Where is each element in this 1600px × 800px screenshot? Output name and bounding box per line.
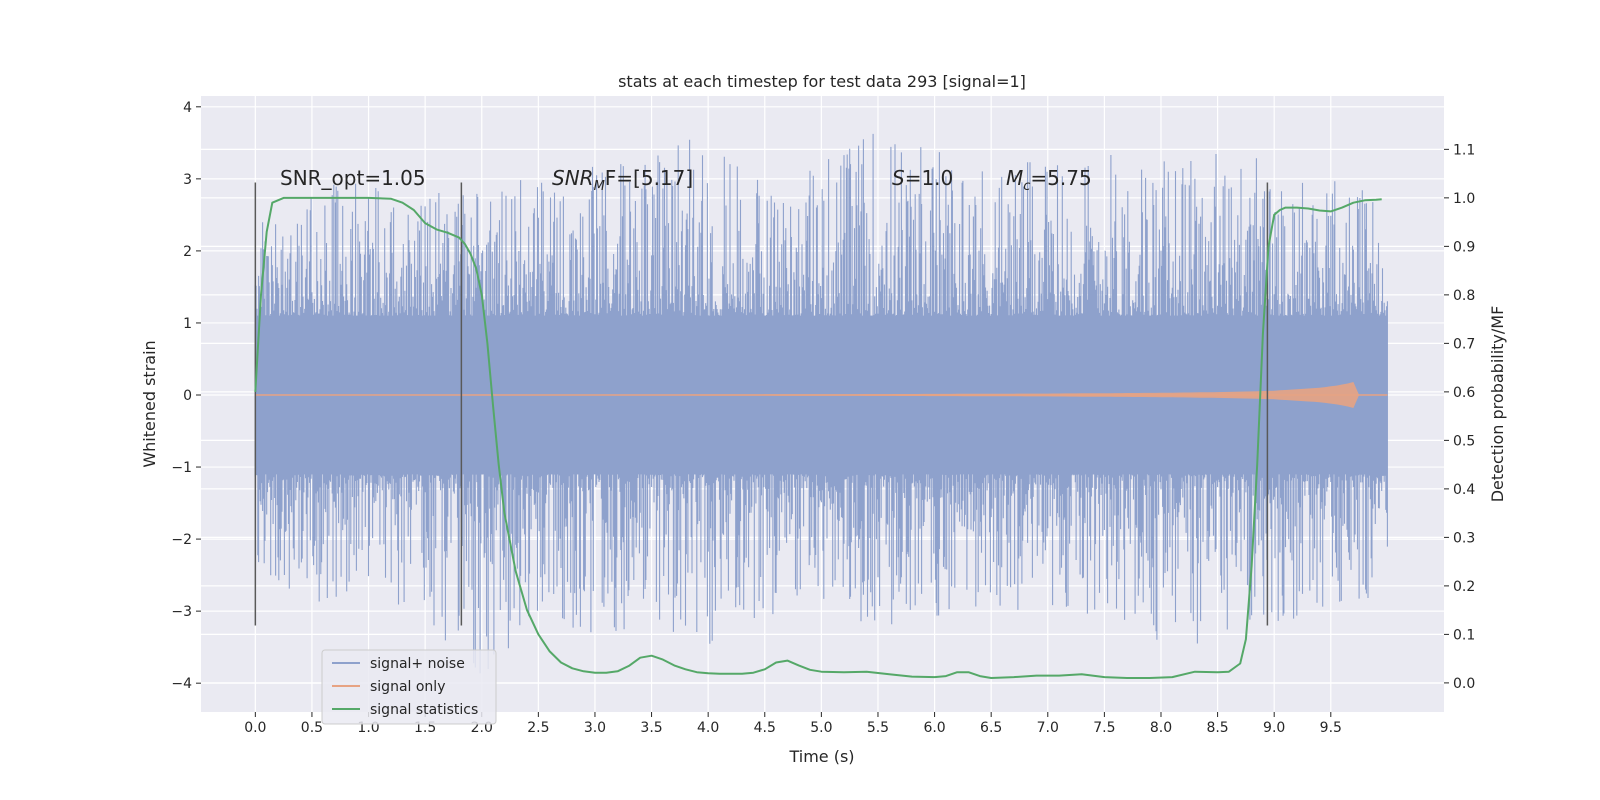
y2-tick-label-3: 0.3: [1453, 530, 1475, 546]
x-tick-label-12: 6.0: [923, 720, 945, 736]
x-tick-label-11: 5.5: [867, 720, 889, 736]
x-tick-label-7: 3.5: [640, 720, 662, 736]
x-tick-label-15: 7.5: [1093, 720, 1115, 736]
x-axis-label: Time (s): [788, 747, 854, 766]
statistics-series: [254, 196, 1382, 679]
y2-tick-label-11: 1.1: [1453, 142, 1475, 158]
signal-layer: [255, 382, 1388, 408]
y2-tick-label-1: 0.1: [1453, 627, 1475, 643]
annotation-s-rest: =1.0: [905, 166, 954, 190]
x-tick-label-8: 4.0: [697, 720, 719, 736]
x-tick-label-0: 0.0: [244, 720, 266, 736]
x-tick-label-19: 9.5: [1320, 720, 1342, 736]
y2-tick-label-4: 0.4: [1453, 482, 1475, 498]
annotation-s: S=1.0: [892, 166, 953, 190]
x-tick-label-14: 7.0: [1037, 720, 1059, 736]
x-axis: 0.0 0.5 1.0 1.5 2.0 2.5 3.0 3.5 4.0 4.5 5.0 5.5 6.0 6…: [244, 712, 1342, 736]
y-tick-label-0: −4: [171, 676, 192, 692]
x-tick-label-6: 3.0: [584, 720, 606, 736]
y-tick-label-2: −2: [171, 532, 192, 548]
x-tick-label-9: 4.5: [754, 720, 776, 736]
plot-area-group: [201, 96, 1444, 712]
y2-tick-label-10: 1.0: [1453, 191, 1475, 207]
legend-label-signal: signal only: [370, 679, 445, 695]
legend-box: [321, 649, 497, 725]
annotation-mc: Mc=5.75: [1006, 166, 1092, 194]
y2-tick-label-8: 0.8: [1453, 288, 1475, 304]
y-axis-right: 0.0 0.1 0.2 0.3 0.4 0.5 0.6 0.7 0.8 0.9 1.0 1.1: [1444, 142, 1475, 692]
x-tick-label-17: 8.5: [1206, 720, 1228, 736]
y2-tick-label-7: 0.7: [1453, 336, 1475, 352]
x-tick-label-13: 6.5: [980, 720, 1002, 736]
y2-tick-label-6: 0.6: [1453, 385, 1475, 401]
signal-series: [255, 382, 1388, 408]
x-tick-label-10: 5.0: [810, 720, 832, 736]
legend-label-noise: signal+ noise: [370, 656, 465, 672]
y-tick-label-4: 0: [183, 388, 192, 404]
y-tick-label-8: 4: [183, 100, 192, 116]
annotation-mc-sub: c: [1023, 179, 1030, 194]
y2-tick-label-0: 0.0: [1453, 676, 1475, 692]
annotation-s-main: S: [892, 166, 905, 190]
x-tick-label-1: 0.5: [301, 720, 323, 736]
y-axis-label: Whitened strain: [140, 340, 159, 467]
legend-label-statistics: signal statistics: [370, 702, 478, 718]
annotation-snr-mf-rest: F=[5.17]: [605, 166, 693, 190]
legend: signal+ noise signal only signal statist…: [321, 649, 497, 725]
annotation-mc-main: M: [1006, 166, 1023, 190]
y-tick-label-7: 3: [183, 172, 192, 188]
y-axis-left: −4 −3 −2 −1 0 1 2 3 4: [171, 100, 201, 692]
y2-tick-label-5: 0.5: [1453, 433, 1475, 449]
y2-tick-label-2: 0.2: [1453, 579, 1475, 595]
y-tick-label-3: −1: [171, 460, 192, 476]
y-tick-label-6: 2: [183, 244, 192, 260]
y2-tick-label-9: 0.9: [1453, 239, 1475, 255]
annotation-snr-mf-sub: M: [594, 179, 605, 194]
y-tick-label-5: 1: [183, 316, 192, 332]
x-tick-label-5: 2.5: [527, 720, 549, 736]
y-tick-label-1: −3: [171, 604, 192, 620]
annotation-snr-mf-main: SNR: [552, 166, 594, 190]
annotation-snr-opt: SNR_opt=1.05: [280, 166, 426, 190]
annotation-mc-rest: =5.75: [1030, 166, 1091, 190]
y2-axis-label: Detection probability/MF: [1488, 306, 1507, 503]
x-tick-label-16: 8.0: [1150, 720, 1172, 736]
annotations-layer: SNR_opt=1.05 SNRMF=[5.17] S=1.0 Mc=5.75: [280, 166, 1092, 194]
x-tick-label-18: 9.0: [1263, 720, 1285, 736]
stats-layer: [254, 196, 1382, 679]
annotation-snr-mf: SNRMF=[5.17]: [552, 166, 693, 194]
chart-title: stats at each timestep for test data 293…: [618, 72, 1026, 91]
